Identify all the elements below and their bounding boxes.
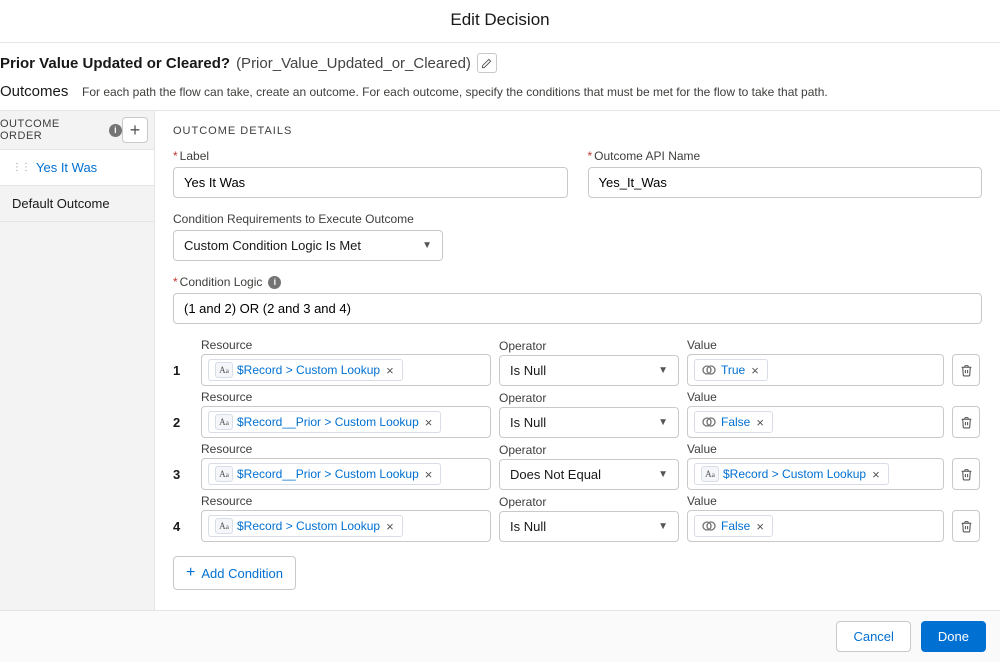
remove-pill-icon[interactable]: × (754, 415, 766, 430)
condition-index: 2 (173, 415, 193, 438)
edit-decision-name-button[interactable] (477, 53, 497, 73)
footer: Cancel Done (0, 610, 1000, 662)
condition-row: 3 Resource Aa$Record__Prior > Custom Looku… (173, 442, 982, 490)
add-outcome-button[interactable]: + (122, 117, 148, 143)
chevron-down-icon: ▼ (658, 417, 668, 428)
resource-input[interactable]: Aa$Record > Custom Lookup× (201, 510, 491, 542)
value-column-label: Value (687, 390, 944, 404)
operator-column-label: Operator (499, 443, 679, 457)
info-icon[interactable]: i (109, 124, 122, 137)
outcome-order-sidebar: OUTCOME ORDER i + ⋮⋮ Yes It Was Default … (0, 111, 155, 610)
operator-select[interactable]: Is Null▼ (499, 511, 679, 542)
condition-logic-label: Condition Logic i (173, 275, 982, 289)
trash-icon (960, 416, 973, 429)
chevron-down-icon: ▼ (658, 365, 668, 376)
sidebar-item-label: Yes It Was (36, 160, 97, 175)
api-name-field-label: Outcome API Name (588, 149, 983, 163)
resource-column-label: Resource (201, 494, 491, 508)
condition-logic-input[interactable] (173, 293, 982, 324)
condition-index: 4 (173, 519, 193, 542)
value-input[interactable]: False× (687, 510, 944, 542)
boolean-icon (701, 518, 717, 534)
value-column-label: Value (687, 442, 944, 456)
operator-select[interactable]: Is Null▼ (499, 355, 679, 386)
drag-handle-icon[interactable]: ⋮⋮ (12, 162, 30, 173)
outcomes-description-row: Outcomes For each path the flow can take… (0, 75, 1000, 110)
condition-index: 1 (173, 363, 193, 386)
remove-pill-icon[interactable]: × (423, 467, 435, 482)
operator-select[interactable]: Does Not Equal▼ (499, 459, 679, 490)
condition-requirements-select[interactable]: Custom Condition Logic Is Met ▼ (173, 230, 443, 261)
value-input[interactable]: True× (687, 354, 944, 386)
outcome-order-label: OUTCOME ORDER i (0, 118, 122, 142)
info-icon[interactable]: i (268, 276, 281, 289)
chevron-down-icon: ▼ (422, 240, 432, 251)
operator-column-label: Operator (499, 391, 679, 405)
remove-pill-icon[interactable]: × (384, 519, 396, 534)
plus-icon: + (186, 564, 195, 582)
delete-condition-button[interactable] (952, 354, 980, 386)
boolean-icon (701, 362, 717, 378)
cancel-button[interactable]: Cancel (836, 621, 910, 652)
delete-condition-button[interactable] (952, 458, 980, 490)
label-input[interactable] (173, 167, 568, 198)
outcomes-label: Outcomes (0, 83, 68, 100)
trash-icon (960, 364, 973, 377)
delete-condition-button[interactable] (952, 406, 980, 438)
remove-pill-icon[interactable]: × (749, 363, 761, 378)
condition-requirements-label: Condition Requirements to Execute Outcom… (173, 212, 982, 226)
outcomes-description: For each path the flow can take, create … (82, 85, 828, 99)
text-icon: Aa (215, 414, 233, 430)
label-field-label: Label (173, 149, 568, 163)
operator-column-label: Operator (499, 339, 679, 353)
add-condition-button[interactable]: + Add Condition (173, 556, 296, 590)
delete-condition-button[interactable] (952, 510, 980, 542)
value-column-label: Value (687, 494, 944, 508)
outcome-details-label: OUTCOME DETAILS (173, 125, 982, 137)
resource-input[interactable]: Aa$Record > Custom Lookup× (201, 354, 491, 386)
text-icon: Aa (215, 518, 233, 534)
resource-column-label: Resource (201, 338, 491, 352)
text-icon: Aa (701, 466, 719, 482)
chevron-down-icon: ▼ (658, 521, 668, 532)
sidebar-item-label: Default Outcome (12, 196, 110, 211)
remove-pill-icon[interactable]: × (870, 467, 882, 482)
pencil-icon (481, 58, 492, 69)
decision-api-name: (Prior_Value_Updated_or_Cleared) (236, 55, 471, 72)
condition-row: 4 Resource Aa$Record > Custom Lookup× Opera… (173, 494, 982, 542)
trash-icon (960, 468, 973, 481)
boolean-icon (701, 414, 717, 430)
done-button[interactable]: Done (921, 621, 986, 652)
sidebar-item-default-outcome[interactable]: Default Outcome (0, 186, 154, 222)
decision-label: Prior Value Updated or Cleared? (0, 55, 230, 72)
condition-row: 1 Resource Aa$Record > Custom Lookup× Opera… (173, 338, 982, 386)
text-icon: Aa (215, 362, 233, 378)
remove-pill-icon[interactable]: × (423, 415, 435, 430)
resource-column-label: Resource (201, 390, 491, 404)
value-input[interactable]: Aa$Record > Custom Lookup× (687, 458, 944, 490)
chevron-down-icon: ▼ (658, 469, 668, 480)
trash-icon (960, 520, 973, 533)
text-icon: Aa (215, 466, 233, 482)
resource-column-label: Resource (201, 442, 491, 456)
modal-title: Edit Decision (0, 0, 1000, 43)
operator-column-label: Operator (499, 495, 679, 509)
resource-input[interactable]: Aa$Record__Prior > Custom Lookup× (201, 406, 491, 438)
value-input[interactable]: False× (687, 406, 944, 438)
condition-index: 3 (173, 467, 193, 490)
remove-pill-icon[interactable]: × (384, 363, 396, 378)
api-name-input[interactable] (588, 167, 983, 198)
condition-row: 2 Resource Aa$Record__Prior > Custom Looku… (173, 390, 982, 438)
resource-input[interactable]: Aa$Record__Prior > Custom Lookup× (201, 458, 491, 490)
sidebar-item-yes-it-was[interactable]: ⋮⋮ Yes It Was (0, 150, 154, 186)
decision-title-row: Prior Value Updated or Cleared? (Prior_V… (0, 43, 1000, 75)
operator-select[interactable]: Is Null▼ (499, 407, 679, 438)
value-column-label: Value (687, 338, 944, 352)
remove-pill-icon[interactable]: × (754, 519, 766, 534)
